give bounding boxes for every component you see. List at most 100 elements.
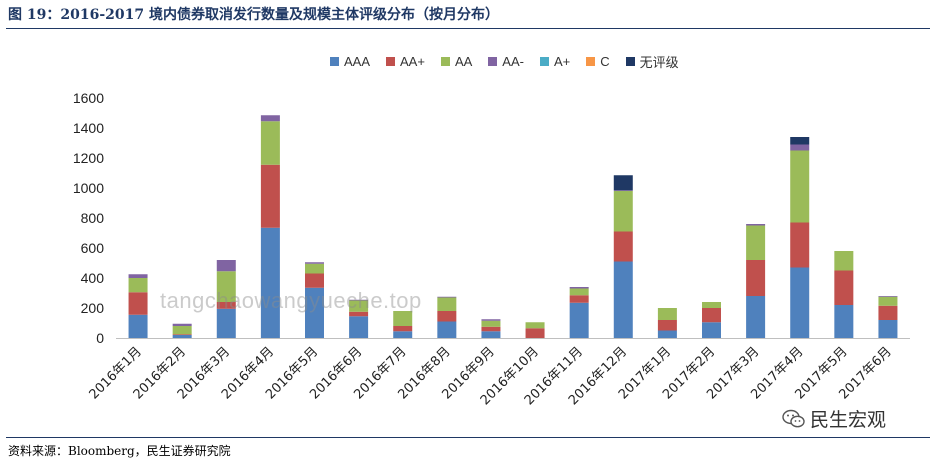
legend-label: AA [454, 54, 473, 69]
bar-segment [834, 305, 854, 338]
bar-segment [525, 322, 545, 329]
legend-label: AAA [344, 54, 371, 69]
y-tick-label: 1400 [73, 120, 104, 136]
bar-segment [305, 263, 324, 274]
legend-label: 无评级 [639, 55, 679, 70]
legend-swatch [539, 57, 549, 66]
bar-segment [172, 326, 192, 335]
bar-segment [260, 164, 280, 228]
y-tick-label: 0 [96, 330, 104, 346]
bar-segment [878, 320, 898, 338]
bar-segment [613, 190, 633, 191]
bar-segment [702, 322, 721, 338]
bar-segment [216, 260, 236, 272]
bar-segment [437, 296, 457, 298]
bar-segment [437, 297, 457, 311]
bar-segment [702, 308, 721, 323]
bar-segment [349, 316, 369, 338]
wechat-icon [782, 409, 805, 427]
footer-rule [6, 437, 930, 438]
brand-badge: 民生宏观 [782, 405, 886, 432]
bar-segment [790, 267, 810, 338]
bar-segment [216, 302, 236, 309]
legend-item: C [586, 54, 610, 69]
legend-label: A+ [553, 54, 571, 69]
legend-label: C [600, 54, 610, 69]
legend-swatch [440, 57, 450, 66]
bar-segment [349, 311, 369, 317]
bar-segment [128, 314, 148, 338]
bar-segment [569, 302, 589, 338]
y-tick-label: 1600 [73, 90, 104, 106]
legend-swatch [488, 57, 498, 66]
bar-segment [172, 334, 192, 335]
page-title: 图 19：2016-2017 境内债券取消发行数量及规模主体评级分布（按月分布） [8, 7, 499, 23]
y-tick-label: 400 [81, 270, 105, 286]
bar-segment [746, 224, 766, 226]
bar-segment [305, 262, 324, 264]
y-tick-label: 200 [81, 300, 105, 316]
bar-segment [393, 311, 413, 326]
bar-segment [657, 320, 677, 331]
bar-segment [172, 323, 192, 326]
legend-swatch [386, 57, 396, 66]
watermark: tangchaowangyueche.top [160, 288, 422, 313]
legend-item: AAA [330, 54, 370, 69]
bar-segment [437, 321, 457, 338]
bar-segment [613, 261, 633, 338]
y-tick-label: 600 [81, 240, 105, 256]
bar-segment [128, 292, 148, 315]
bar-segment [393, 326, 413, 332]
bar-segment [216, 271, 236, 302]
bar-segment [305, 287, 324, 338]
legend-label: AA- [502, 54, 524, 69]
legend-item: AA+ [386, 54, 425, 69]
bar-segment [260, 121, 280, 165]
legend-item: 无评级 [625, 52, 679, 71]
bar-segment [172, 335, 192, 338]
bar-segment [878, 305, 898, 320]
bar-segment [878, 296, 898, 297]
legend-item: AA [440, 54, 473, 69]
legend-label: AA+ [400, 54, 425, 69]
bar-segment [393, 331, 413, 338]
bar-segment [790, 144, 810, 151]
bar-segment [746, 225, 766, 260]
source-note: 资料来源：Bloomberg，民生证券研究院 [8, 444, 231, 458]
bar-segment [525, 328, 545, 338]
y-tick-label: 1200 [73, 150, 104, 166]
bar-segment [790, 222, 810, 268]
bar-segment [746, 296, 766, 338]
bar-segment [878, 296, 898, 306]
bar-segment [746, 260, 766, 296]
bar-segment [305, 273, 324, 288]
bar-segment [349, 300, 369, 312]
bar-segment [216, 308, 236, 338]
bar-segment [481, 320, 501, 327]
bar-segment [128, 274, 148, 278]
bar-segment [702, 302, 721, 308]
bar-segment [260, 227, 280, 338]
chart-legend: AAA AA+ AA AA- A+ C 无评级 [330, 52, 679, 71]
bar-segment [834, 270, 854, 305]
legend-swatch [586, 57, 596, 66]
bar-segment [569, 288, 589, 296]
legend-item: A+ [539, 54, 571, 69]
bar-segment [613, 191, 633, 232]
bar-segment [437, 311, 457, 322]
title-rule [6, 28, 930, 29]
bar-segment [569, 295, 589, 303]
bar-segment [349, 299, 369, 301]
legend-swatch [330, 57, 339, 66]
legend-item: AA- [488, 54, 524, 69]
bar-segment [790, 137, 810, 145]
bar-segment [613, 231, 633, 262]
bar-segment [569, 287, 589, 289]
bar-segment [128, 278, 148, 293]
bar-segment [657, 308, 677, 320]
bar-segment [481, 319, 501, 321]
bar-segment [834, 251, 854, 271]
y-tick-label: 800 [81, 210, 105, 226]
bar-segment [790, 150, 810, 223]
